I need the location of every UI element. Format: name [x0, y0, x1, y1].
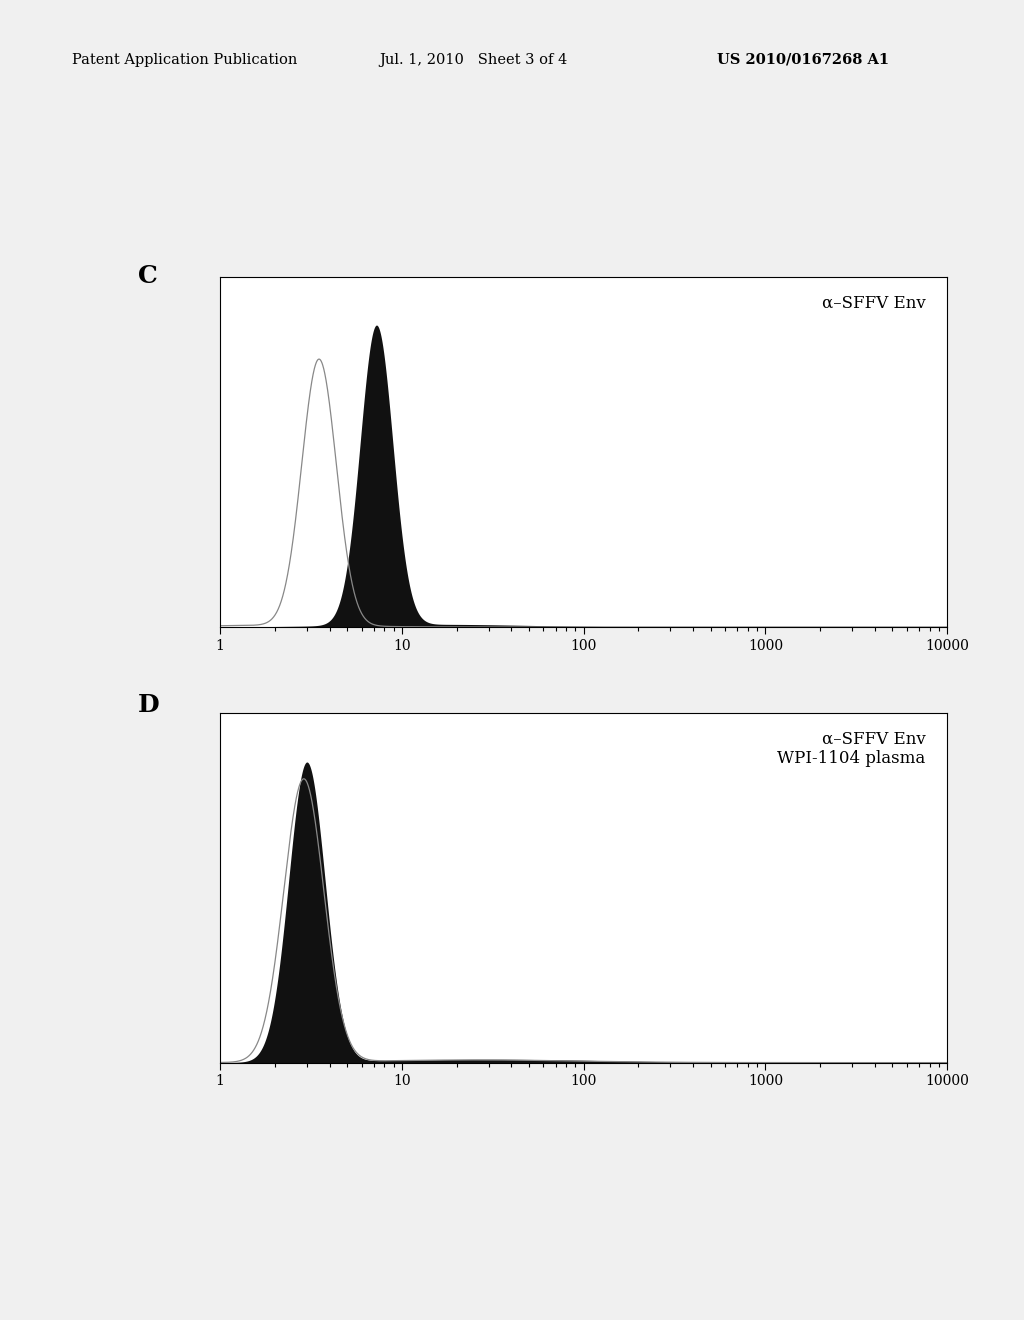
- Text: D: D: [138, 693, 160, 717]
- Text: α–SFFV Env
WPI-1104 plasma: α–SFFV Env WPI-1104 plasma: [777, 730, 926, 767]
- Text: Patent Application Publication: Patent Application Publication: [72, 53, 297, 67]
- Text: Jul. 1, 2010   Sheet 3 of 4: Jul. 1, 2010 Sheet 3 of 4: [379, 53, 567, 67]
- Text: α–SFFV Env: α–SFFV Env: [821, 294, 926, 312]
- Text: US 2010/0167268 A1: US 2010/0167268 A1: [717, 53, 889, 67]
- Text: C: C: [138, 264, 158, 288]
